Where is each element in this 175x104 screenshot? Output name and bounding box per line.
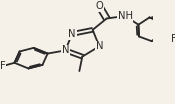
Text: F: F — [0, 61, 5, 71]
Text: N: N — [96, 41, 103, 51]
Text: NH: NH — [118, 11, 133, 21]
Text: F: F — [171, 34, 175, 44]
Text: N: N — [62, 45, 69, 55]
Text: N: N — [68, 29, 76, 39]
Text: O: O — [95, 1, 103, 11]
